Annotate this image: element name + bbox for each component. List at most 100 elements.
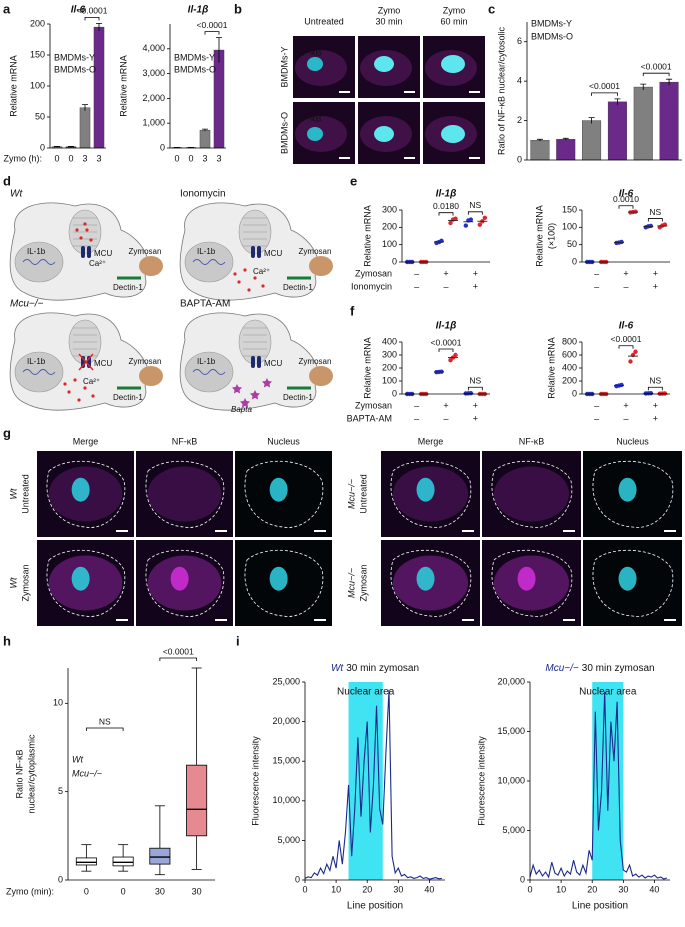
row-genotype: Mcu−/− — [346, 568, 356, 598]
knockout-mark — [78, 353, 94, 371]
chart-title: Il-1β — [436, 321, 457, 332]
channel-label: NF-κB — [296, 113, 322, 123]
x-tick-label: 30 — [393, 884, 403, 894]
zymosan — [139, 256, 163, 276]
significance-label: NS — [649, 375, 661, 385]
title-genotype: Wt — [331, 663, 344, 674]
error-bar — [54, 146, 60, 148]
error-bar — [68, 146, 74, 148]
channel-label: MCU — [94, 359, 112, 368]
condition-title: Wt — [10, 189, 23, 200]
x-tick-label: 40 — [424, 884, 434, 894]
significance-bracket — [84, 16, 100, 21]
cell-outline — [244, 460, 324, 528]
error-bar — [666, 78, 673, 86]
zymosan — [139, 366, 163, 386]
cell-outline — [145, 549, 225, 617]
data-point — [633, 349, 638, 354]
significance-bracket — [204, 31, 220, 35]
data-point — [453, 352, 458, 358]
treatment-sign: – — [594, 268, 599, 278]
x-tick-label: 10 — [331, 884, 341, 894]
y-axis-label: nuclear/cytoplasmic — [26, 734, 36, 814]
row-condition: Zymosan — [358, 564, 368, 601]
significance-label: <0.0001 — [431, 337, 462, 347]
y-tick-label: 0 — [392, 388, 397, 398]
y-tick-label: 0 — [295, 874, 300, 884]
gene-label: IL-1b — [197, 247, 216, 256]
y-tick-label: 20,000 — [272, 716, 300, 726]
mcu-channel — [81, 246, 85, 258]
y-tick-label: 4,000 — [142, 43, 165, 53]
column-header: Merge — [73, 436, 99, 446]
significance-bracket — [159, 657, 198, 661]
x-tick-label: 3 — [96, 153, 101, 163]
significance-bracket — [647, 218, 663, 222]
significance-bracket — [467, 386, 483, 391]
condition-title: Ionomycin — [180, 189, 226, 200]
calcium-ion — [83, 386, 87, 390]
data-point — [453, 216, 458, 221]
significance-label: NS — [99, 716, 111, 726]
receptor-label: Dectin-1 — [283, 283, 313, 292]
x-tick-label: 20 — [587, 884, 597, 894]
condition-title: BAPTA-AM — [180, 299, 230, 310]
column-header: Nucleus — [616, 436, 649, 446]
x-tick-label: 0 — [302, 884, 307, 894]
data-point — [463, 223, 469, 228]
treatment-sign: – — [623, 413, 628, 423]
bapta — [232, 384, 242, 394]
legend-entry: BMDMs-O — [174, 64, 216, 74]
row-label: Zymo (h): — [3, 153, 42, 163]
channel-label: DAPI — [296, 37, 317, 47]
cell-outline — [46, 460, 126, 528]
y-tick-label: 150 — [30, 49, 45, 59]
mcu-channel — [257, 356, 261, 368]
particle-label: Zymosan — [129, 357, 162, 366]
treatment-sign: + — [473, 268, 478, 278]
y-tick-label: 25,000 — [272, 676, 300, 686]
significance-label: NS — [469, 200, 481, 210]
dna — [192, 369, 226, 375]
nf-kb-signal — [493, 466, 570, 522]
x-tick-label: 0 — [68, 153, 73, 163]
data-point — [628, 359, 633, 364]
error-bar — [536, 138, 543, 142]
column-header: Zymo — [443, 5, 466, 15]
error-bar — [216, 37, 222, 63]
nuclear-nf-kb — [517, 566, 536, 591]
y-tick-label: 0 — [392, 256, 397, 266]
row-genotype: Mcu−/− — [346, 479, 356, 509]
gene-label: IL-1b — [27, 357, 46, 366]
panel-label: f — [350, 303, 355, 318]
nucleus — [374, 126, 394, 142]
y-tick-label: 1,000 — [142, 118, 165, 128]
significance-bracket — [438, 348, 454, 352]
calcium-ion — [83, 222, 87, 226]
mcu-channel — [251, 356, 255, 368]
ion-label: Ca²⁺ — [89, 259, 106, 268]
significance-label: <0.0001 — [589, 81, 620, 91]
treatment-sign: + — [653, 268, 658, 278]
y-tick-label: 0 — [520, 874, 525, 884]
y-axis-label: Relative mRNA — [362, 205, 372, 267]
dna — [192, 259, 226, 265]
receptor-label: Dectin-1 — [113, 393, 143, 402]
y-tick-label: 400 — [562, 362, 577, 372]
y-tick-label: 200 — [382, 362, 397, 372]
receptor-label: Dectin-1 — [283, 393, 313, 402]
significance-label: NS — [649, 207, 661, 217]
bar — [93, 26, 105, 149]
box — [112, 856, 134, 867]
x-tick-label: 0 — [84, 886, 89, 896]
mcu-channel — [257, 246, 261, 258]
particle-label: Zymosan — [129, 247, 162, 256]
treatment-sign: + — [653, 413, 658, 423]
treatment-sign: – — [414, 400, 419, 410]
data-point — [448, 220, 453, 226]
bar — [530, 140, 550, 161]
bar — [607, 101, 627, 161]
chelator-label: Bapta — [231, 405, 252, 414]
x-tick-label: 30 — [155, 886, 165, 896]
significance-bracket — [85, 727, 124, 731]
